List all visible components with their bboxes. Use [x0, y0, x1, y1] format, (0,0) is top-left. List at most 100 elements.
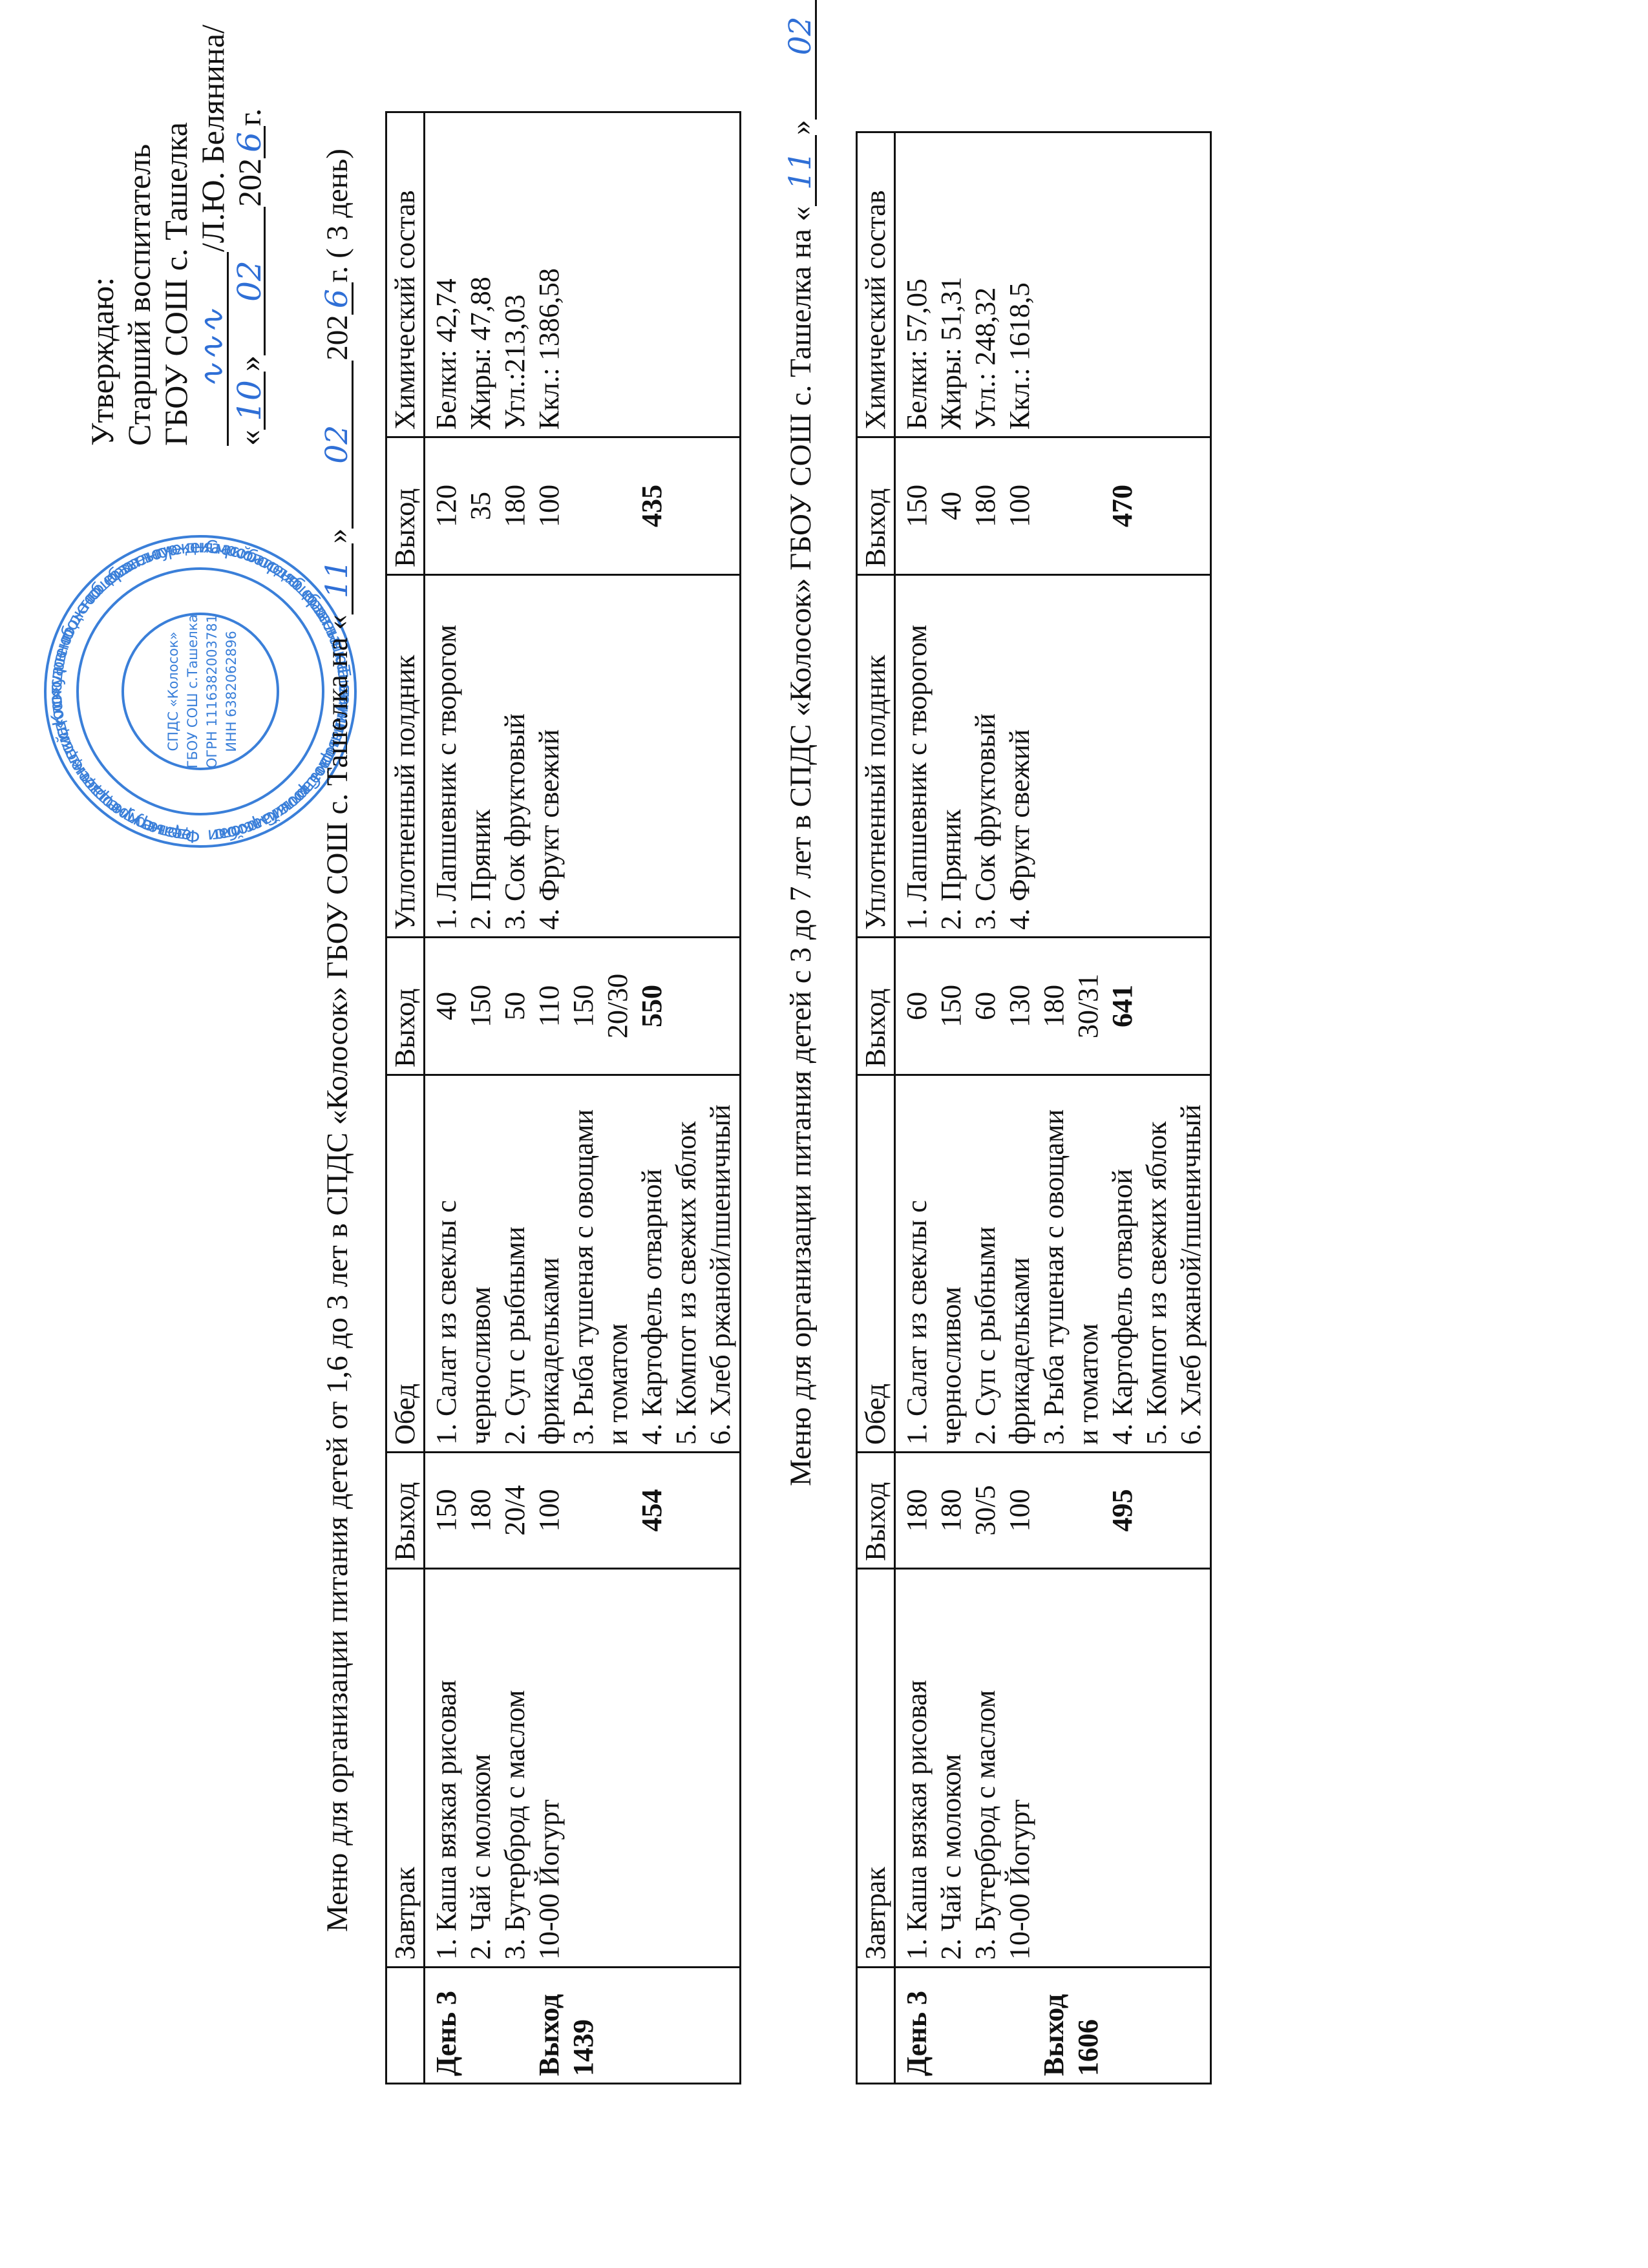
section-total: 470 — [1106, 485, 1138, 527]
cell-line: 5. Компот из свежих яблок — [670, 1121, 702, 1445]
cell-line: 2. Пряник — [465, 809, 496, 930]
breakfast-yield-cell: 150 180 20/4 100 454 — [424, 1452, 741, 1569]
cell-line: 6. Хлеб ржаной/пшеничный — [704, 1104, 736, 1445]
cell-line: 180 — [1038, 985, 1070, 1027]
cell-line: 4. Фрукт свежий — [1004, 729, 1035, 930]
menu-title: Меню для организации питания детей с 3 д… — [783, 0, 818, 1486]
cell-line: черносливом — [935, 1286, 967, 1445]
snack-cell: 1. Лапшевник с творогом 2. Пряник 3. Сок ф… — [424, 574, 741, 938]
cell-line: 100 — [533, 485, 565, 527]
column-header — [856, 1967, 895, 2084]
cell-line: 5. Компот из свежих яблок — [1141, 1121, 1172, 1445]
chemical-composition-cell: Белки: 57,05 Жиры: 51,31 Угл.: 248,32 Ккл.:… — [894, 132, 1211, 437]
cell-line: и томатом — [602, 1323, 633, 1445]
day-total: 1606 — [1072, 2019, 1104, 2076]
cell-line: 2. Суп с рыбными — [499, 1226, 531, 1445]
cell-line: 10-00 Йогурт — [533, 1799, 565, 1960]
cell-line: 40 — [430, 992, 462, 1020]
handwritten-signature: ∿∿∿ — [194, 252, 231, 446]
cell-line: 4. Картофель отварной — [1106, 1169, 1138, 1445]
cell-line: 1. Каша вязкая рисовая — [901, 1679, 933, 1960]
cell-line: 3. Бутерброд с маслом — [499, 1690, 531, 1960]
cell-line: 40 — [935, 492, 967, 520]
menu-month: 02 — [783, 0, 818, 120]
menu-table: Завтрак Выход Обед Выход Уплотненный полдник… — [385, 111, 741, 2084]
cell-line: 150 — [567, 985, 599, 1027]
column-header: Уплотненный полдник — [856, 574, 895, 938]
section-total: 435 — [636, 485, 668, 527]
column-header: Выход — [386, 1452, 425, 1569]
column-header: Выход — [856, 437, 895, 575]
cell-line: Белки: 57,05 — [901, 278, 933, 430]
stamp-inner-text: ГБОУ СОШ с.Ташелка — [185, 614, 200, 769]
cell-line: 60 — [969, 992, 1001, 1020]
header-row: Завтрак Выход Обед Выход Уплотненный полдник… — [386, 112, 425, 2084]
cell-line: 30/31 — [1072, 973, 1104, 1039]
approval-heading: Утверждаю: — [84, 277, 120, 446]
signature-line: ∿∿∿/Л.Ю. Белянина/ — [194, 25, 231, 446]
cell-line: 60 — [901, 992, 933, 1020]
cell-line: 20/4 — [499, 1485, 531, 1536]
cell-line: 150 — [935, 985, 967, 1027]
menu-year-digit: 6 — [319, 282, 355, 315]
snack-yield-cell: 150 40 180 100 470 — [894, 437, 1211, 575]
cell-line: 2. Чай с молоком — [935, 1754, 967, 1960]
day-cell: День 3 Выход 1439 — [424, 1967, 741, 2084]
cell-line: 100 — [1004, 485, 1035, 527]
column-header: Выход — [386, 937, 425, 1075]
cell-line: Белки: 42,74 — [430, 278, 462, 430]
approver-name: /Л.Ю. Белянина/ — [195, 25, 231, 252]
cell-line: черносливом — [465, 1286, 496, 1445]
column-header: Выход — [856, 1452, 895, 1569]
approver-organization: ГБОУ СОШ с. Ташелка — [158, 122, 194, 446]
cell-line: и томатом — [1072, 1323, 1104, 1445]
column-header — [386, 1967, 425, 2084]
section-total: 495 — [1106, 1489, 1138, 1532]
cell-line: 100 — [1004, 1489, 1035, 1532]
cell-line: 3. Рыба тушеная с овощами — [1038, 1109, 1070, 1445]
svg-text:Федеральное структурное подраз: Федеральное структурное подразделение «д… — [46, 537, 355, 846]
cell-line: 2. Пряник — [935, 809, 967, 930]
column-header: Выход — [856, 937, 895, 1075]
cell-line: 110 — [533, 985, 565, 1027]
cell-line: 130 — [1004, 985, 1035, 1027]
cell-line: 1. Лапшевник с творогом — [901, 624, 933, 930]
approval-block: Утверждаю: Старший воспитатель ГБОУ СОШ … — [84, 25, 268, 446]
menu-title: Меню для организации питания детей от 1,… — [319, 149, 355, 1932]
cell-line: Жиры: 51,31 — [935, 277, 967, 430]
official-stamp: Федеральное структурное подразделение «д… — [44, 535, 357, 848]
cell-line: 180 — [969, 485, 1001, 527]
stamp-outer-text: Федеральное структурное подразделение «д… — [46, 537, 355, 846]
cell-line: 150 — [465, 985, 496, 1027]
menu-month: 02 — [319, 360, 355, 529]
snack-yield-cell: 120 35 180 100 435 — [424, 437, 741, 575]
day-total-label: Выход — [1038, 1993, 1070, 2076]
lunch-yield-cell: 60 150 60 130 180 30/31 641 — [894, 937, 1211, 1075]
cell-line: 30/5 — [969, 1485, 1001, 1536]
cell-line: 2. Чай с молоком — [465, 1754, 496, 1960]
breakfast-yield-cell: 180 180 30/5 100 495 — [894, 1452, 1211, 1569]
cell-line: 1. Салат из свеклы с — [901, 1200, 933, 1445]
section-total: 454 — [636, 1489, 668, 1532]
approver-position: Старший воспитатель — [121, 143, 157, 446]
cell-line: 180 — [499, 485, 531, 527]
cell-line: 1. Лапшевник с творогом — [430, 624, 462, 930]
chemical-composition-cell: Белки: 42,74 Жиры: 47,88 Угл.:213,03 Ккл.: … — [424, 112, 741, 437]
cell-line: Жиры: 47,88 — [465, 277, 496, 430]
cell-line: 3. Сок фруктовый — [499, 713, 531, 930]
stamp-inner-text: СПДС «Колосок» — [165, 631, 181, 751]
day-total: 1439 — [567, 2019, 599, 2076]
cell-line: 180 — [935, 1489, 967, 1532]
menu-row: День 3 Выход 1439 1. Каша вязкая рисовая 2. … — [424, 112, 741, 2084]
cell-line: 120 — [430, 485, 462, 527]
cell-line: 4. Картофель отварной — [636, 1169, 668, 1445]
section-total: 550 — [636, 985, 668, 1027]
approval-date: «10»022026г. — [231, 108, 268, 446]
cell-line: 50 — [499, 992, 531, 1020]
cell-line: фрикадельками — [1004, 1257, 1035, 1445]
day-cell: День 3 Выход 1606 — [894, 1967, 1211, 2084]
column-header: Выход — [386, 437, 425, 575]
day-label: День 3 — [901, 1991, 933, 2076]
header-row: Завтрак Выход Обед Выход Уплотненный полдник… — [856, 132, 895, 2084]
